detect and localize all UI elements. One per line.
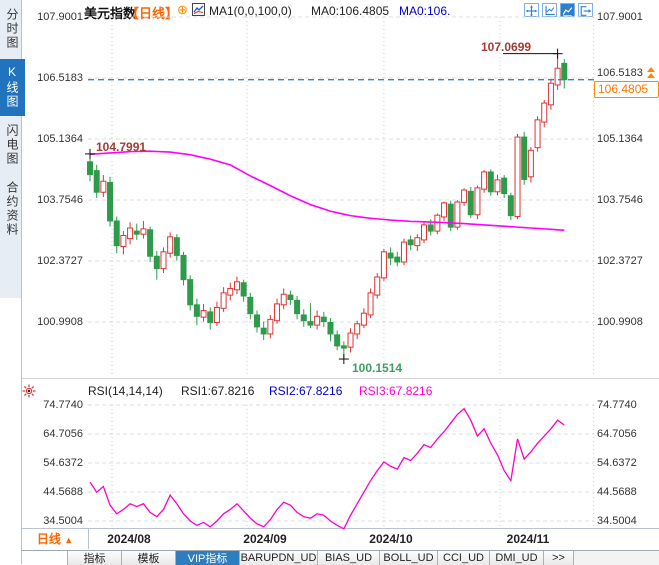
rsi-axis-label-left: 64.7056 — [43, 428, 83, 440]
rsi1-value: RSI1:67.8216 — [181, 384, 255, 398]
xaxis-month-label: 2024/10 — [369, 532, 413, 546]
price-axis-label-right: 103.7546 — [597, 194, 643, 206]
price-axis-label-left: 102.3727 — [37, 255, 83, 267]
axis-row-separator — [22, 528, 659, 529]
tab-DMI_UD[interactable]: DMI_UD — [490, 551, 544, 565]
mini-chart-icon — [192, 3, 205, 21]
period-selector[interactable]: 日线 ▲ — [22, 529, 89, 549]
rsi-axis-label-right: 64.7056 — [597, 428, 637, 440]
tab-BOLL_UD[interactable]: BOLL_UD — [380, 551, 438, 565]
price-axis-label-right: 100.9908 — [597, 316, 643, 328]
marked-left-high-label: 104.7991 — [96, 140, 147, 154]
period-up-arrow-icon: ▲ — [64, 535, 74, 545]
add-indicator-icon[interactable]: ⊕ — [177, 2, 188, 17]
price-axis-label-left: 106.5183 — [37, 72, 83, 84]
tab-BIAS_UD[interactable]: BIAS_UD — [318, 551, 380, 565]
marked-high-label: 107.0699 — [481, 40, 532, 54]
sidebar-item-K线图[interactable]: K线图 — [0, 59, 25, 116]
pan-tool-icon[interactable] — [524, 3, 539, 17]
indicator-tabbar: 指标 模板 VIP指标 BARUPDN_UD BIAS_UD BOLL_UD CCI_UD D… — [22, 550, 659, 565]
price-axis-label-right: 102.3727 — [597, 255, 643, 267]
ma-value-alt: MA0:106. — [399, 4, 451, 18]
rsi-axis-label-left: 44.5688 — [43, 486, 83, 498]
ma-value: MA0:106.4805 — [311, 4, 390, 18]
ma-parameters: MA1(0,0,100,0) — [209, 4, 292, 18]
period-selector-label: 日线 — [36, 532, 61, 546]
panel-separator — [22, 378, 659, 379]
rsi-axis-label-left: 34.5004 — [43, 515, 83, 527]
rsi-axis-label-right: 34.5004 — [597, 515, 637, 527]
rsi3-value: RSI3:67.8216 — [359, 384, 433, 398]
rsi-axis-label-left: 54.6372 — [43, 457, 83, 469]
tab-指标[interactable]: 指标 — [68, 551, 122, 565]
marked-low-label: 100.1514 — [352, 361, 403, 375]
rsi-axis-label-right: 54.6372 — [597, 457, 637, 469]
price-line-axis-label: 106.5183 — [597, 67, 643, 79]
sidebar-items: 分时图 K线图闪电图合约资料 — [0, 2, 25, 244]
price-axis-label-right: 105.1364 — [597, 133, 643, 145]
rsi-axis-label-right: 74.7740 — [597, 399, 637, 411]
sidebar-item-闪电图[interactable]: 闪电图 — [5, 124, 19, 166]
price-axis-label-left: 105.1364 — [37, 133, 83, 145]
tab-模板[interactable]: 模板 — [122, 551, 176, 565]
tab-CCI_UD[interactable]: CCI_UD — [438, 551, 490, 565]
chart-toolbar — [524, 3, 593, 17]
tab-VIP指标[interactable]: VIP指标 — [176, 551, 240, 565]
xaxis-month-label: 2024/11 — [506, 532, 550, 546]
sidebar-item-分时图[interactable]: 分时图 — [5, 8, 19, 50]
price-axis-label-left: 100.9908 — [37, 316, 83, 328]
double-up-arrow-icon — [647, 67, 656, 79]
axis-scale-icon[interactable] — [542, 3, 557, 17]
rsi-axis-label-right: 44.5688 — [597, 486, 637, 498]
xaxis-month-label: 2024/08 — [107, 532, 151, 546]
sidebar-item-合约资料[interactable]: 合约资料 — [5, 181, 19, 237]
price-axis-label-left: 103.7546 — [37, 194, 83, 206]
rsi-title: RSI(14,14,14) — [88, 384, 163, 398]
rsi-axis-label-left: 74.7740 — [43, 399, 83, 411]
tab-BARUPDN_UD[interactable]: BARUPDN_UD — [240, 551, 318, 565]
price-axis-label-right: 107.9001 — [597, 11, 643, 23]
current-price-badge: 106.4805 — [594, 81, 659, 98]
xaxis-month-label: 2024/09 — [243, 532, 287, 546]
tabbar-spacer — [22, 551, 68, 565]
price-axis-label-left: 107.9001 — [37, 11, 83, 23]
indicator-settings-icon[interactable] — [22, 384, 36, 403]
left-sidebar: 分时图 K线图闪电图合约资料 — [0, 0, 25, 564]
rsi2-value: RSI2:67.8216 — [269, 384, 343, 398]
tab->>[interactable]: >> — [544, 551, 574, 565]
